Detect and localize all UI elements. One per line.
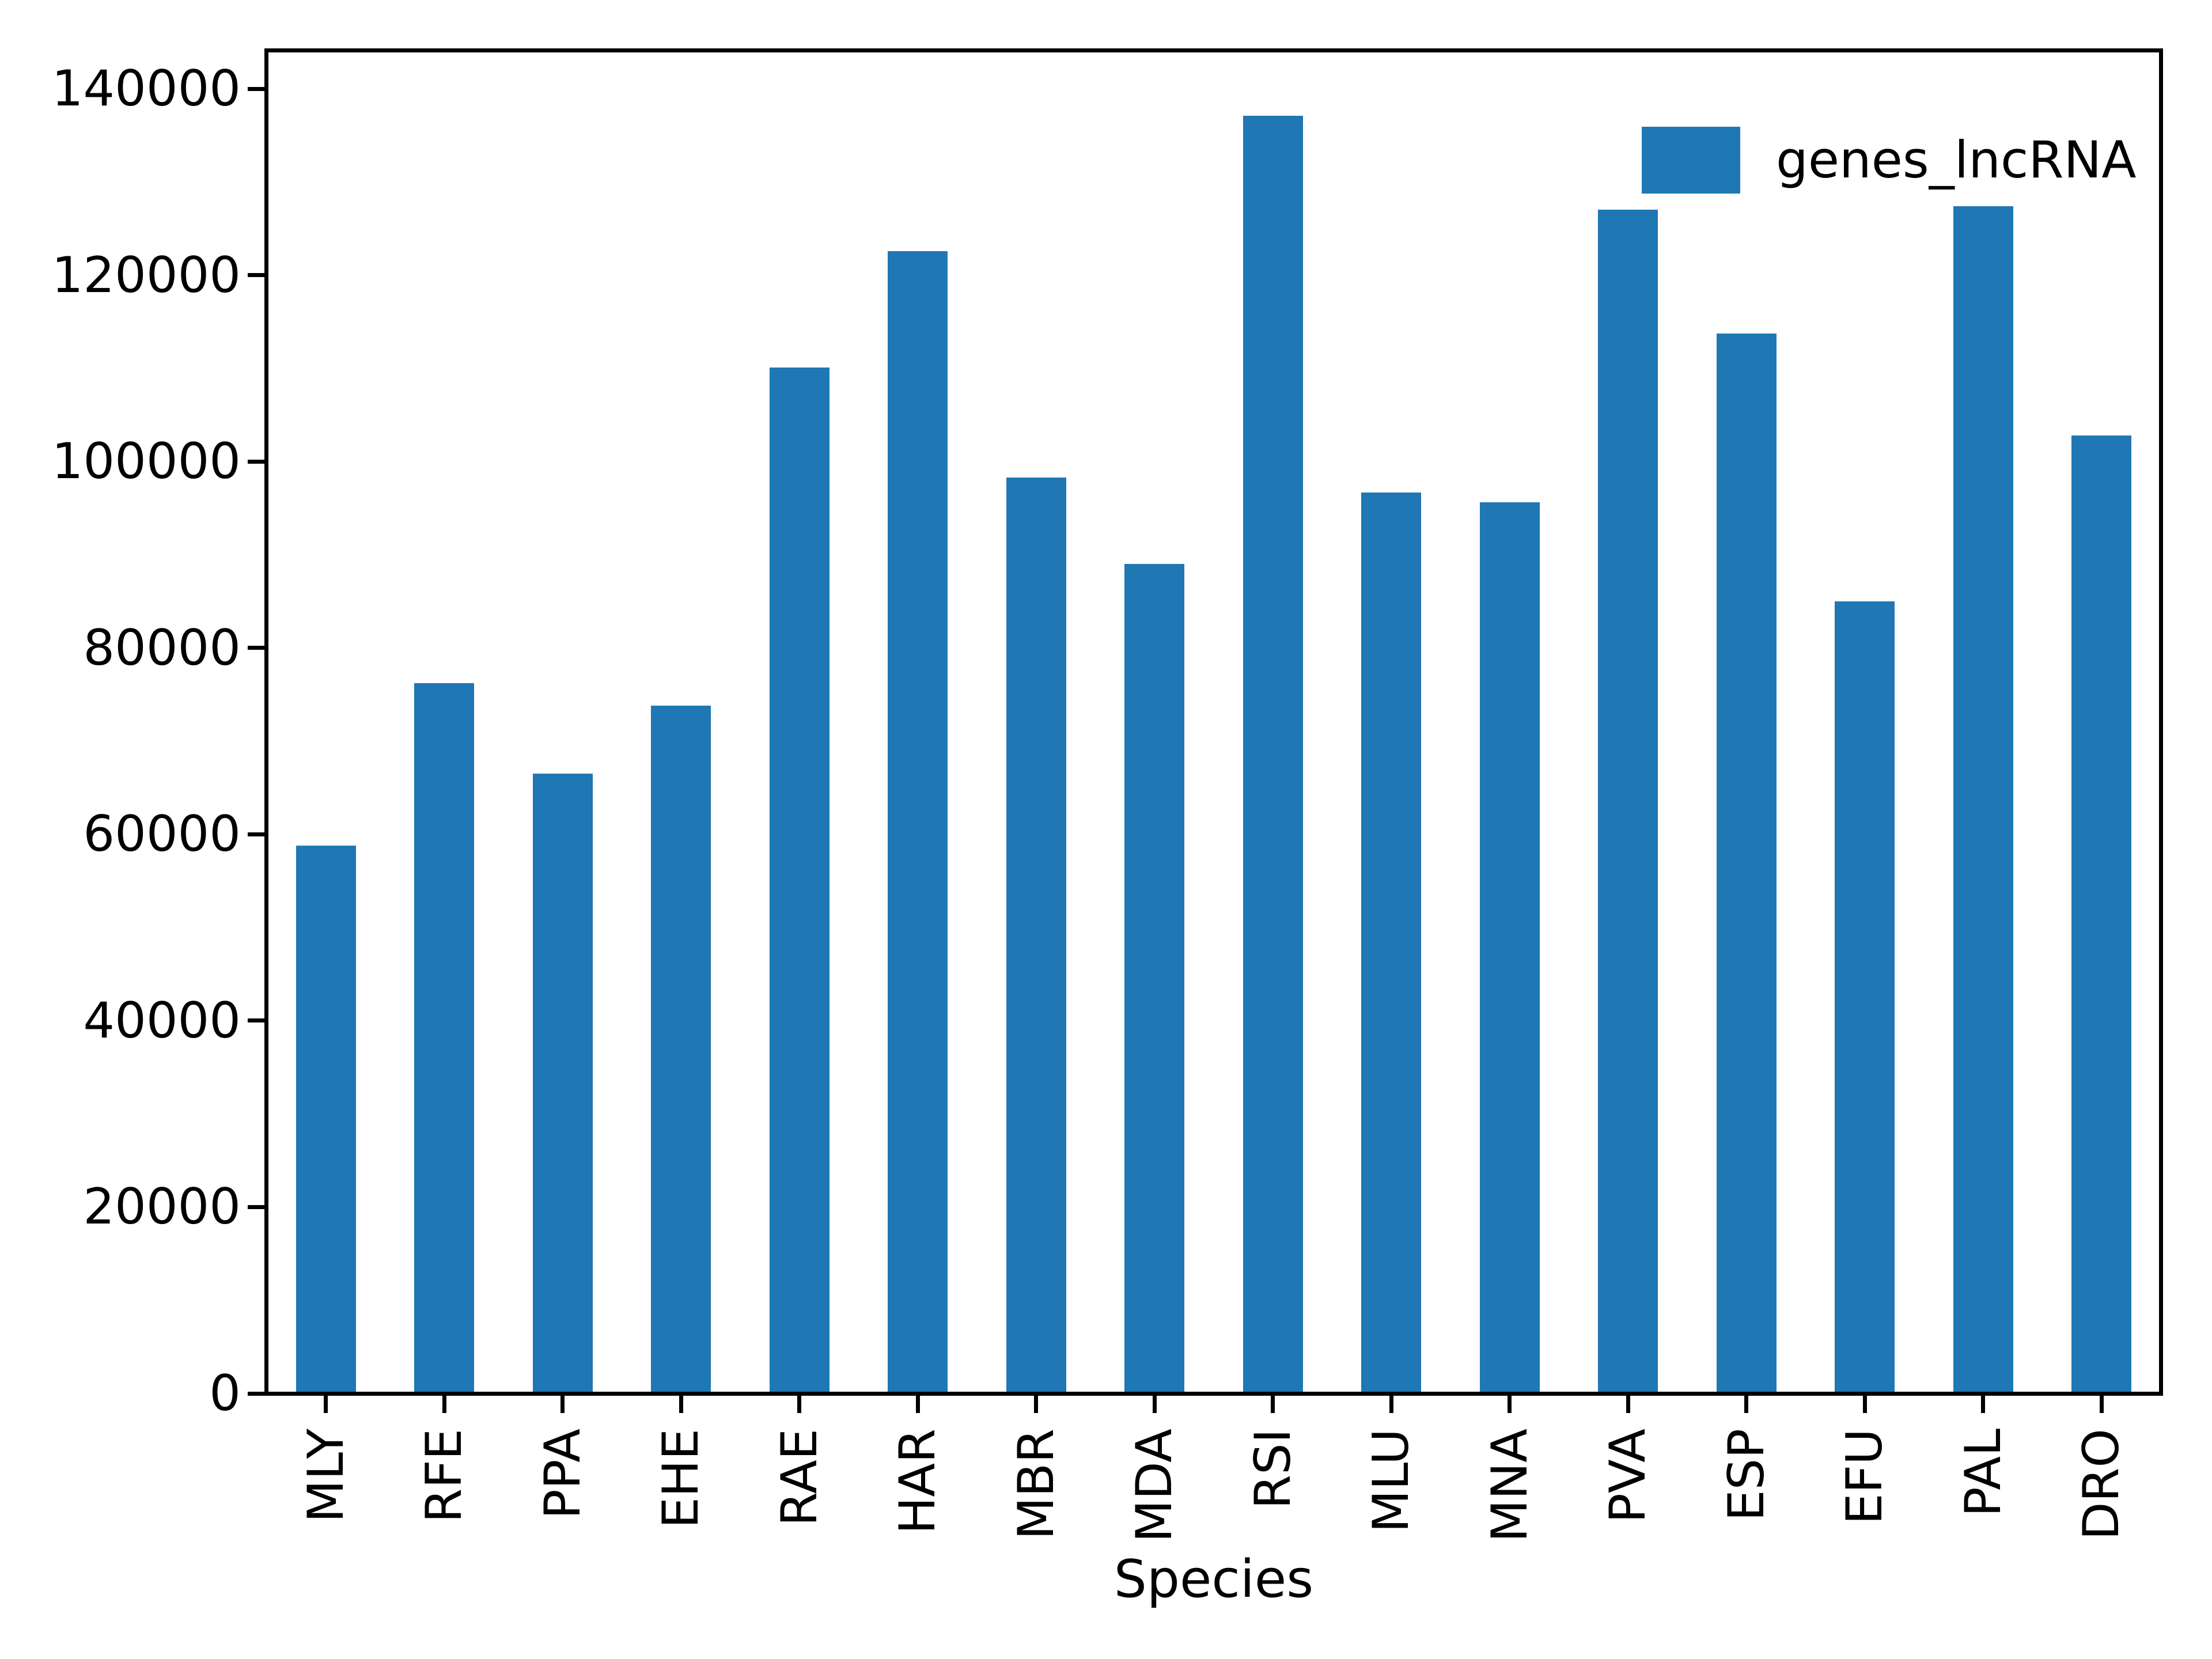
legend-swatch — [1642, 127, 1740, 194]
y-axis-tick-label: 40000 — [83, 991, 241, 1050]
x-tick-mark — [2099, 1396, 2104, 1413]
x-tick-mark — [915, 1396, 920, 1413]
y-tick-mark — [248, 273, 265, 278]
legend-label: genes_lncRNA — [1776, 130, 2137, 190]
bar-ESP — [1716, 334, 1777, 1393]
x-axis-tick-label: RSI — [1244, 1429, 1302, 1509]
x-axis-tick-label: RAE — [770, 1429, 828, 1527]
x-tick-mark — [1744, 1396, 1749, 1413]
bar-PPA — [532, 774, 593, 1393]
x-tick-mark — [1389, 1396, 1393, 1413]
bar-HAR — [888, 251, 948, 1393]
y-tick-mark — [248, 1391, 265, 1396]
y-tick-mark — [248, 1205, 265, 1209]
x-tick-mark — [679, 1396, 683, 1413]
x-tick-mark — [797, 1396, 802, 1413]
x-tick-mark — [1626, 1396, 1630, 1413]
x-axis-tick-label: DRO — [2073, 1429, 2131, 1540]
y-tick-mark — [248, 646, 265, 650]
x-axis-tick-label: PAL — [1954, 1429, 2012, 1517]
bar-MDA — [1124, 564, 1185, 1393]
y-axis-tick-label: 100000 — [51, 433, 241, 491]
y-axis-tick-label: 120000 — [51, 246, 241, 304]
x-axis-tick-label: EHE — [652, 1429, 710, 1529]
x-tick-mark — [560, 1396, 565, 1413]
y-tick-mark — [248, 86, 265, 91]
x-axis-tick-label: RFE — [415, 1429, 474, 1523]
y-axis-tick-label: 140000 — [51, 60, 241, 118]
x-tick-mark — [1271, 1396, 1275, 1413]
x-axis-tick-label: MNA — [1480, 1429, 1539, 1543]
bar-PAL — [1953, 206, 2013, 1393]
x-axis-tick-label: PVA — [1599, 1429, 1657, 1524]
y-axis-tick-label: 20000 — [83, 1178, 241, 1236]
x-axis-tick-label: MLU — [1362, 1429, 1421, 1533]
x-axis-tick-label: PPA — [533, 1429, 592, 1520]
x-axis-tick-label: MLY — [297, 1429, 355, 1523]
x-tick-mark — [1034, 1396, 1039, 1413]
x-tick-mark — [324, 1396, 328, 1413]
bar-EFU — [1835, 601, 1895, 1393]
x-tick-mark — [1152, 1396, 1157, 1413]
x-tick-mark — [1862, 1396, 1867, 1413]
x-axis-tick-label: EFU — [1836, 1429, 1894, 1525]
y-tick-mark — [248, 832, 265, 836]
x-tick-mark — [1508, 1396, 1512, 1413]
bar-EHE — [651, 706, 711, 1393]
x-axis-tick-label: HAR — [889, 1429, 947, 1535]
y-axis-tick-label: 0 — [209, 1365, 241, 1422]
bar-MLU — [1361, 492, 1422, 1393]
bar-RFE — [414, 683, 475, 1393]
bar-MBR — [1006, 477, 1066, 1393]
x-axis-tick-label: ESP — [1717, 1429, 1775, 1521]
x-axis-tick-label: MBR — [1007, 1429, 1065, 1540]
legend: genes_lncRNA — [1642, 127, 2137, 194]
y-tick-mark — [248, 459, 265, 464]
bar-PVA — [1598, 210, 1658, 1393]
bar-RAE — [769, 367, 830, 1393]
x-axis-title: Species — [1113, 1549, 1314, 1609]
x-tick-mark — [442, 1396, 446, 1413]
bar-DRO — [2071, 435, 2132, 1393]
bar-RSI — [1243, 115, 1303, 1393]
bar-MNA — [1479, 502, 1540, 1393]
bar-MLY — [296, 845, 356, 1393]
y-axis-tick-label: 80000 — [83, 619, 241, 677]
x-axis-tick-label: MDA — [1126, 1429, 1184, 1543]
y-tick-mark — [248, 1018, 265, 1023]
y-axis-tick-label: 60000 — [83, 805, 241, 863]
x-tick-mark — [1981, 1396, 1986, 1413]
